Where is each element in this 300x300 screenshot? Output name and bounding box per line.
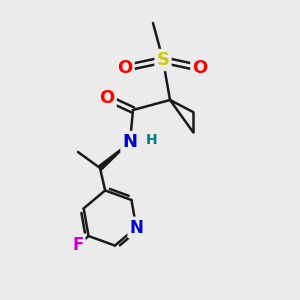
Text: F: F (72, 236, 83, 254)
Polygon shape (98, 142, 130, 170)
Text: O: O (117, 59, 133, 77)
Text: O: O (192, 59, 208, 77)
Text: H: H (146, 133, 158, 147)
Text: O: O (99, 89, 115, 107)
Text: N: N (129, 219, 143, 237)
Text: N: N (122, 133, 137, 151)
Text: S: S (157, 51, 169, 69)
